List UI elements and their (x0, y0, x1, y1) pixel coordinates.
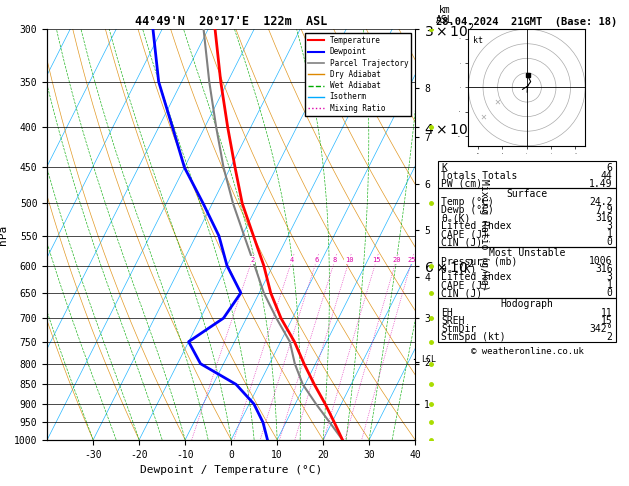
Text: 6: 6 (607, 163, 613, 173)
Text: Temp (°C): Temp (°C) (441, 197, 494, 207)
Text: 7.9: 7.9 (595, 205, 613, 215)
Text: 1: 1 (607, 280, 613, 291)
Text: CIN (J): CIN (J) (441, 237, 482, 247)
Text: CIN (J): CIN (J) (441, 289, 482, 298)
Text: 10: 10 (345, 257, 353, 263)
Text: 0: 0 (607, 237, 613, 247)
Text: 28.04.2024  21GMT  (Base: 18): 28.04.2024 21GMT (Base: 18) (437, 17, 618, 27)
Text: Hodograph: Hodograph (501, 299, 554, 310)
Text: CAPE (J): CAPE (J) (441, 280, 488, 291)
Text: CAPE (J): CAPE (J) (441, 229, 488, 239)
Text: 3: 3 (607, 221, 613, 231)
Text: © weatheronline.co.uk: © weatheronline.co.uk (470, 347, 584, 356)
Text: 24.2: 24.2 (589, 197, 613, 207)
Text: Lifted Index: Lifted Index (441, 272, 511, 282)
Text: ✕: ✕ (494, 97, 501, 107)
Title: 44°49'N  20°17'E  122m  ASL: 44°49'N 20°17'E 122m ASL (135, 15, 327, 28)
Text: θₑ(K): θₑ(K) (441, 213, 470, 223)
Text: 1: 1 (607, 229, 613, 239)
Text: 316: 316 (595, 264, 613, 275)
X-axis label: Dewpoint / Temperature (°C): Dewpoint / Temperature (°C) (140, 465, 322, 475)
Text: 342°: 342° (589, 324, 613, 334)
Y-axis label: hPa: hPa (0, 225, 8, 244)
Text: 0: 0 (607, 289, 613, 298)
Text: Pressure (mb): Pressure (mb) (441, 257, 517, 266)
Text: 2: 2 (250, 257, 254, 263)
Text: θₑ (K): θₑ (K) (441, 264, 476, 275)
Text: km
ASL: km ASL (436, 5, 454, 25)
Text: 11: 11 (601, 308, 613, 318)
Text: EH: EH (441, 308, 453, 318)
Text: kt: kt (474, 36, 483, 46)
Text: 25: 25 (408, 257, 416, 263)
Legend: Temperature, Dewpoint, Parcel Trajectory, Dry Adiabat, Wet Adiabat, Isotherm, Mi: Temperature, Dewpoint, Parcel Trajectory… (305, 33, 411, 116)
Text: 20: 20 (392, 257, 401, 263)
Text: 8: 8 (333, 257, 337, 263)
Text: Dewp (°C): Dewp (°C) (441, 205, 494, 215)
Text: 44: 44 (601, 171, 613, 181)
Text: 3: 3 (607, 272, 613, 282)
Text: ✕: ✕ (480, 112, 486, 122)
Text: Most Unstable: Most Unstable (489, 248, 565, 258)
Text: 1.49: 1.49 (589, 179, 613, 189)
Text: Lifted Index: Lifted Index (441, 221, 511, 231)
Text: Surface: Surface (506, 189, 548, 199)
Text: K: K (441, 163, 447, 173)
Text: SREH: SREH (441, 316, 464, 326)
Text: 4: 4 (290, 257, 294, 263)
Text: PW (cm): PW (cm) (441, 179, 482, 189)
Text: 6: 6 (314, 257, 319, 263)
Text: StmDir: StmDir (441, 324, 476, 334)
Text: 15: 15 (372, 257, 381, 263)
Text: 2: 2 (607, 332, 613, 342)
Text: 1006: 1006 (589, 257, 613, 266)
Text: LCL: LCL (421, 355, 436, 364)
Text: 15: 15 (601, 316, 613, 326)
Text: StmSpd (kt): StmSpd (kt) (441, 332, 506, 342)
Y-axis label: Mixing Ratio (g/kg): Mixing Ratio (g/kg) (479, 179, 489, 290)
Text: 316: 316 (595, 213, 613, 223)
Text: Totals Totals: Totals Totals (441, 171, 517, 181)
